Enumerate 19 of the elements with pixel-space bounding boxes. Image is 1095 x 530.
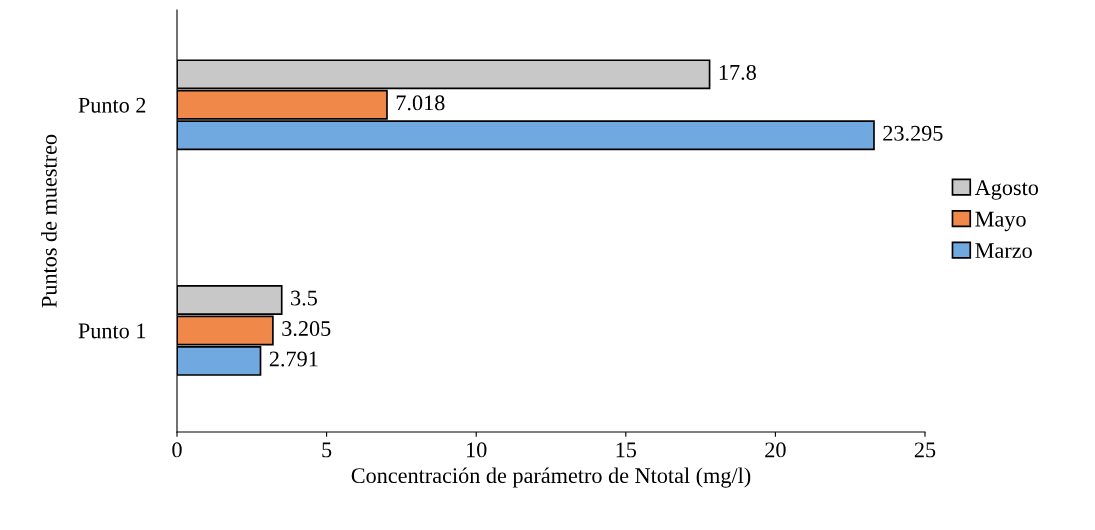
data-label: 17.8 bbox=[719, 64, 756, 80]
data-label: 3.5 bbox=[291, 290, 317, 306]
x-tick-label: 0 bbox=[172, 442, 182, 458]
x-tick-label: 5 bbox=[322, 442, 332, 458]
data-label: 23.295 bbox=[883, 125, 943, 141]
y-tick-label: Punto 2 bbox=[78, 97, 146, 113]
x-tick-label: 25 bbox=[914, 442, 936, 458]
legend-label: Agosto bbox=[974, 180, 1039, 200]
y-axis-title: Puntos de muestreo bbox=[41, 134, 57, 308]
x-tick-label: 15 bbox=[616, 442, 637, 458]
x-tick-label: 20 bbox=[765, 442, 786, 458]
legend-label: Marzo bbox=[975, 243, 1032, 259]
data-label: 7.018 bbox=[396, 95, 445, 111]
x-tick-label: 10 bbox=[467, 442, 487, 458]
y-tick-label: Punto 1 bbox=[78, 323, 146, 339]
data-label: 2.791 bbox=[269, 351, 318, 367]
x-axis-title: Concentración de parámetro de Ntotal (mg/l) bbox=[351, 467, 751, 488]
legend-label: Mayo bbox=[975, 211, 1026, 232]
data-label: 3.205 bbox=[282, 321, 331, 337]
